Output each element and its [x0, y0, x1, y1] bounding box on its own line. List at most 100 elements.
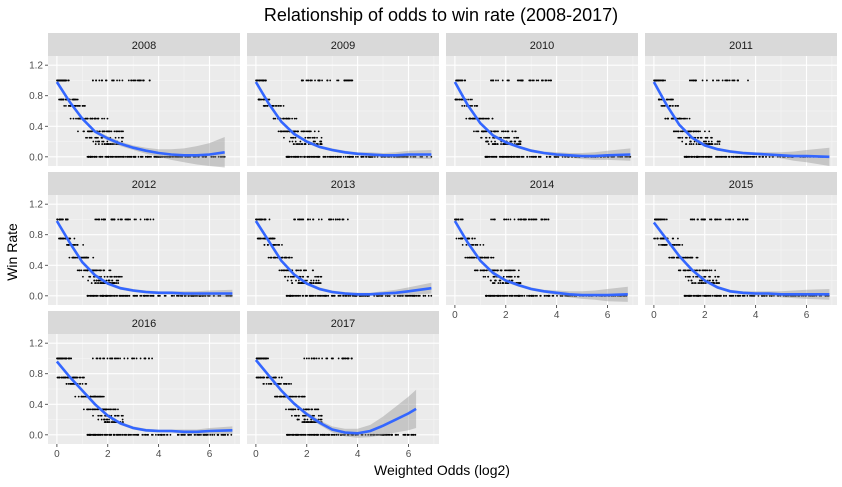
scatter-point [668, 98, 671, 101]
scatter-point [122, 136, 124, 139]
scatter-point [406, 433, 409, 436]
scatter-point [404, 294, 407, 297]
scatter-point [292, 408, 295, 411]
scatter-point [285, 382, 288, 385]
facet-strip [645, 33, 837, 56]
scatter-point [747, 155, 750, 158]
scatter-point [556, 294, 558, 297]
scatter-point [296, 418, 299, 421]
scatter-point [400, 155, 403, 158]
scatter-point [473, 104, 476, 107]
scatter-point [323, 433, 326, 436]
scatter-point [693, 218, 696, 221]
scatter-point [688, 269, 690, 272]
scatter-point [343, 433, 346, 436]
scatter-point [80, 269, 83, 272]
scatter-point [768, 294, 771, 297]
scatter-point [320, 418, 323, 421]
scatter-point [486, 269, 488, 272]
scatter-point [513, 136, 516, 139]
scatter-point [729, 218, 732, 221]
scatter-point [116, 130, 119, 133]
scatter-point [424, 294, 427, 297]
scatter-point [308, 294, 311, 297]
scatter-point [130, 79, 133, 82]
scatter-point [509, 155, 511, 158]
scatter-point [320, 218, 323, 221]
scatter-point [272, 243, 275, 246]
scatter-point [526, 155, 529, 158]
scatter-point [296, 130, 299, 133]
scatter-point [132, 294, 135, 297]
scatter-point [282, 382, 285, 385]
facet-strip-label: 2012 [132, 179, 156, 191]
scatter-point [493, 130, 496, 133]
scatter-point [473, 256, 476, 259]
scatter-point [62, 376, 65, 379]
scatter-point [465, 243, 468, 246]
scatter-point [56, 218, 58, 221]
scatter-point [95, 279, 98, 282]
scatter-point [210, 155, 213, 158]
scatter-point [108, 418, 110, 421]
scatter-point [297, 279, 300, 282]
scatter-point [495, 79, 497, 82]
scatter-point [100, 418, 103, 421]
scatter-point [202, 294, 205, 297]
facet-strip [645, 172, 837, 195]
scatter-point [539, 294, 542, 297]
scatter-point [660, 237, 662, 240]
scatter-point [97, 218, 100, 221]
scatter-point [716, 143, 718, 145]
scatter-point [86, 256, 89, 259]
scatter-point [267, 98, 270, 101]
scatter-point [711, 294, 714, 297]
scatter-point [678, 117, 681, 120]
scatter-point [409, 155, 412, 158]
scatter-point [294, 433, 297, 436]
scatter-point [110, 275, 113, 278]
scatter-point [508, 136, 511, 139]
scatter-point [677, 269, 680, 272]
scatter-point [337, 294, 340, 297]
scatter-point [82, 130, 85, 133]
scatter-point [75, 104, 78, 107]
scatter-point [319, 418, 322, 421]
scatter-point [79, 382, 82, 385]
scatter-point [688, 117, 691, 120]
scatter-point [619, 155, 622, 158]
scatter-point [223, 155, 226, 158]
scatter-point [82, 256, 85, 259]
scatter-point [179, 294, 182, 297]
scatter-point [60, 98, 63, 101]
confidence-band [255, 219, 432, 296]
scatter-point [706, 79, 708, 82]
scatter-point [212, 155, 215, 158]
scatter-point [490, 294, 492, 297]
scatter-point [514, 140, 516, 143]
scatter-point [229, 294, 232, 297]
scatter-point [292, 136, 295, 139]
scatter-point [467, 237, 469, 240]
scatter-point [473, 130, 475, 133]
scatter-point [278, 269, 281, 272]
scatter-point [306, 218, 309, 221]
scatter-point [690, 143, 693, 145]
scatter-point [507, 79, 510, 82]
scatter-point [520, 155, 523, 158]
scatter-point [106, 117, 109, 120]
scatter-point [534, 294, 537, 297]
scatter-point [95, 140, 97, 143]
scatter-point [504, 294, 506, 297]
scatter-point [379, 433, 382, 436]
scatter-point [672, 98, 674, 101]
scatter-point [488, 294, 491, 297]
scatter-point [187, 433, 190, 436]
scatter-point [96, 117, 99, 120]
y-tick-label: 1.2 [29, 61, 43, 72]
scatter-point [490, 155, 493, 158]
scatter-point [297, 269, 300, 272]
scatter-point [63, 79, 66, 82]
scatter-point [303, 395, 306, 398]
scatter-point [701, 282, 704, 284]
